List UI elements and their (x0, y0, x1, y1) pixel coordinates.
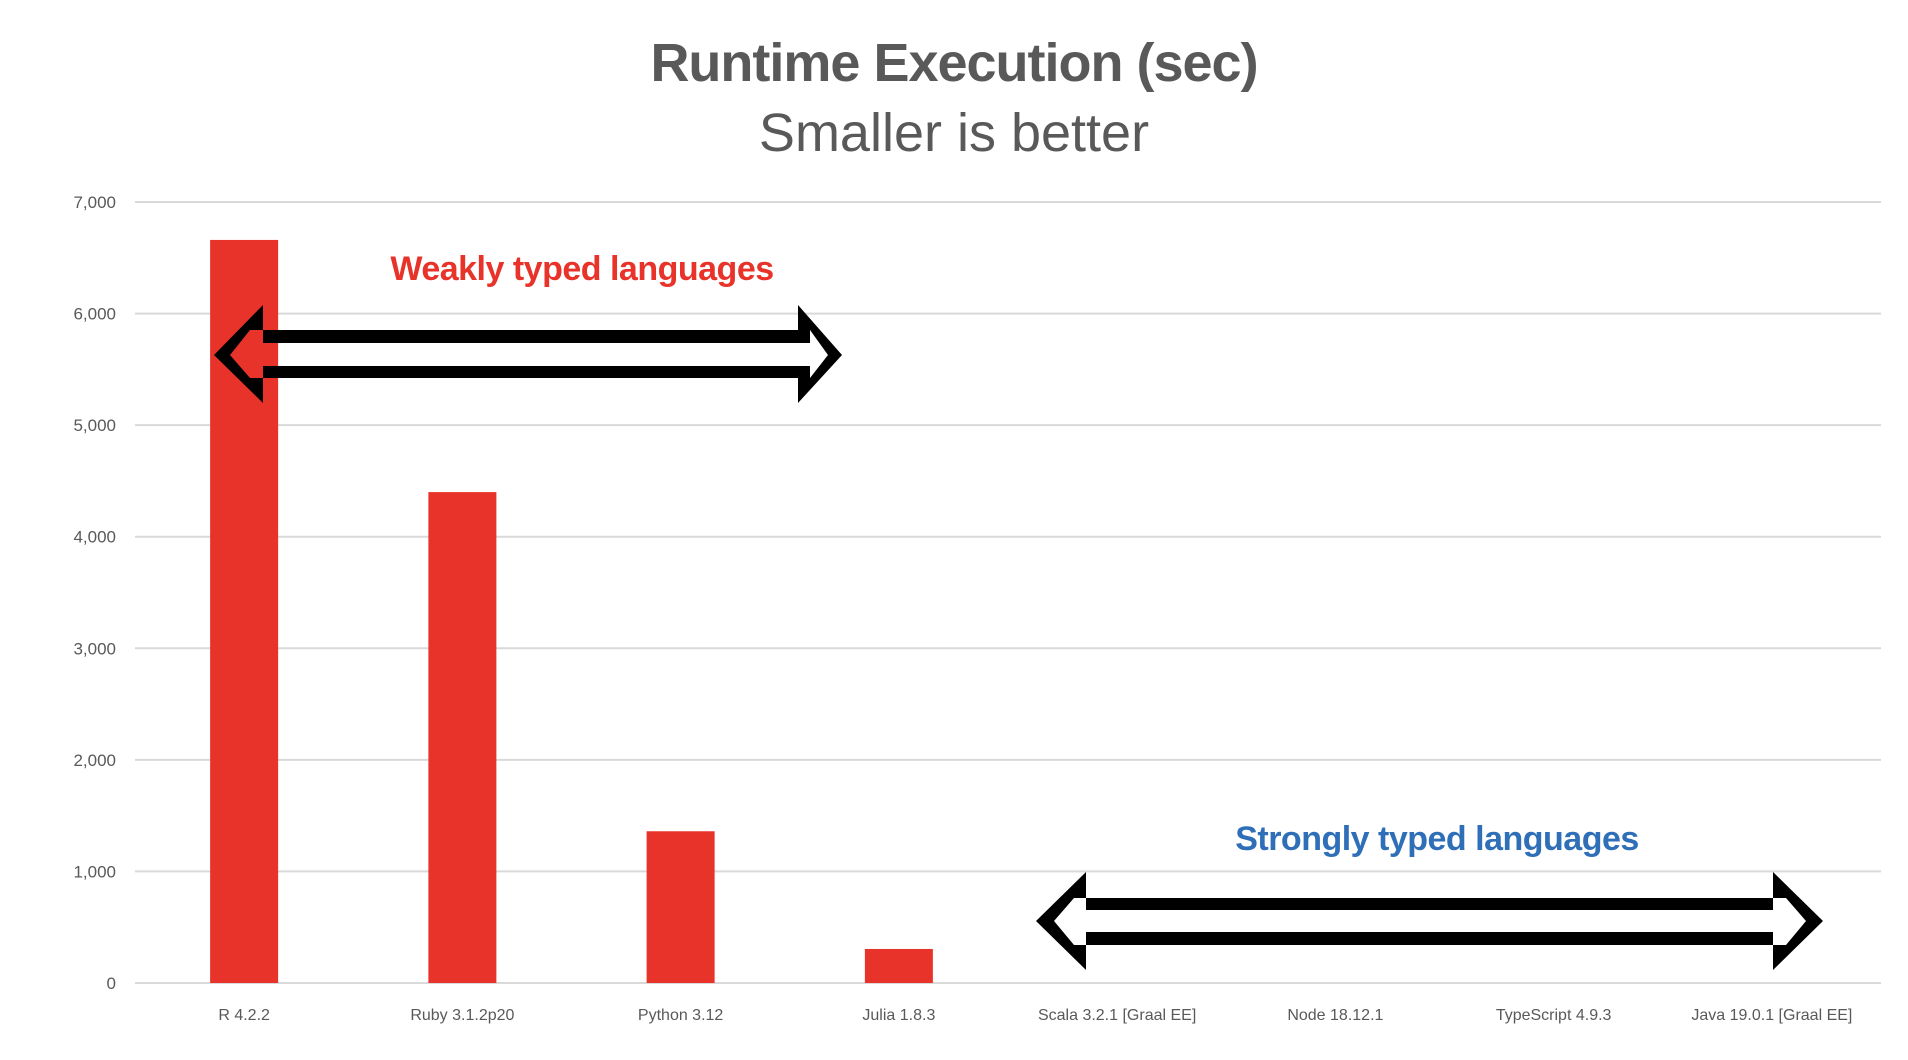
x-tick-label: Ruby 3.1.2p20 (410, 1007, 514, 1024)
bar (428, 492, 497, 983)
chart-subtitle: Smaller is better (758, 103, 1150, 163)
x-tick-label: R 4.2.2 (218, 1007, 270, 1024)
x-tick-label: Node 18.12.1 (1287, 1007, 1383, 1024)
y-tick-label: 0 (107, 974, 116, 993)
x-tick-label: Python 3.12 (638, 1007, 724, 1024)
strong-typed-label: Strongly typed languages (1235, 820, 1639, 858)
y-tick-label: 6,000 (73, 305, 116, 324)
x-tick-label: Java 19.0.1 [Graal EE] (1691, 1007, 1852, 1024)
y-axis-ticks: 0 1,000 2,000 3,000 4,000 5,000 6,000 7,000 (73, 193, 116, 993)
y-tick-label: 5,000 (73, 416, 116, 435)
y-tick-label: 1,000 (73, 862, 116, 881)
y-tick-label: 4,000 (73, 528, 116, 547)
bars (210, 239, 933, 984)
bar (646, 831, 715, 983)
x-tick-label: Scala 3.2.1 [Graal EE] (1038, 1007, 1196, 1024)
bar (864, 948, 933, 983)
bar (210, 239, 279, 984)
strong-double-arrow-icon (1036, 872, 1823, 970)
gridlines (135, 201, 1881, 984)
x-axis-labels: R 4.2.2 Ruby 3.1.2p20 Python 3.12 Julia 1.8… (218, 1007, 1852, 1024)
x-tick-label: TypeScript 4.9.3 (1496, 1007, 1612, 1024)
y-tick-label: 7,000 (73, 193, 116, 212)
x-tick-label: Julia 1.8.3 (862, 1007, 935, 1024)
y-tick-label: 3,000 (73, 639, 116, 658)
y-tick-label: 2,000 (73, 751, 116, 770)
chart-title: Runtime Execution (sec) (650, 33, 1258, 93)
weak-typed-label: Weakly typed languages (390, 250, 773, 288)
weak-double-arrow-icon (214, 305, 842, 403)
